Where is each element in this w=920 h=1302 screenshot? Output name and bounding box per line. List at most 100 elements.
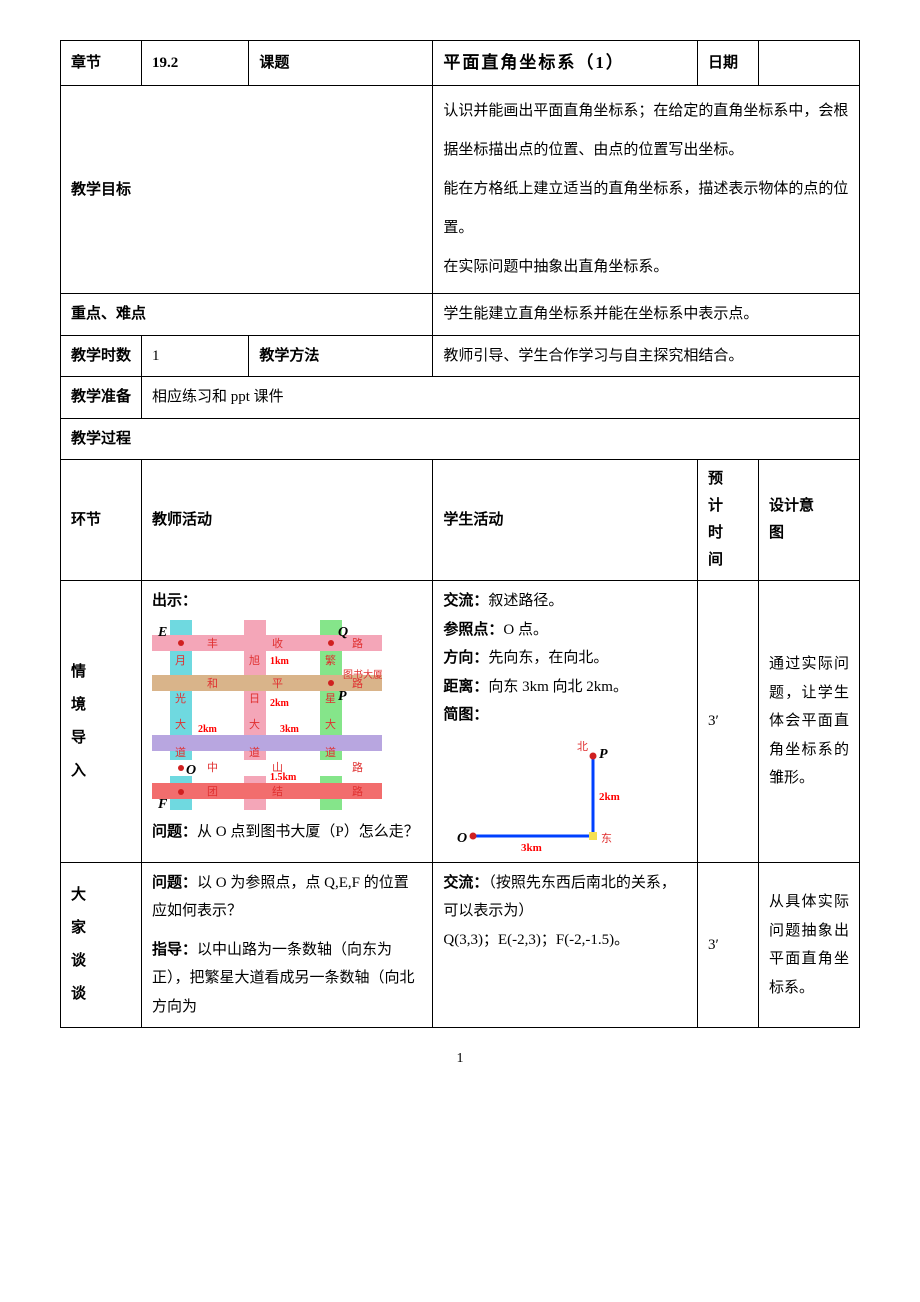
difficulty-text: 学生能建立直角坐标系并能在坐标系中表示点。 [433,294,860,336]
s1-sketch-label: 简图： [443,701,687,730]
svg-text:道: 道 [325,745,336,759]
svg-text:图书大厦: 图书大厦 [343,668,382,681]
header-row: 章节 19.2 课题 平面直角坐标系（1） 日期 [61,41,860,86]
page-number: 1 [60,1046,860,1073]
stage1-question: 问题：从 O 点到图书大厦（P）怎么走？ [152,818,422,847]
street-map: 丰收路 和平路 中山路 团结路 月光大道 旭日大道 繁星大道 1km 2km [152,620,422,810]
svg-text:2km: 2km [599,791,620,803]
svg-text:P: P [338,689,347,704]
chapter-label: 章节 [61,41,142,86]
method-label: 教学方法 [249,335,433,377]
svg-text:F: F [157,797,168,810]
period-row: 教学时数 1 教学方法 教师引导、学生合作学习与自主探究相结合。 [61,335,860,377]
svg-text:星: 星 [325,692,336,705]
stage1-teacher: 出示： 丰收路 和平路 中山路 [142,581,433,863]
s1-ref-label: 参照点： [443,622,503,638]
svg-text:道: 道 [249,745,260,759]
svg-text:丰: 丰 [207,637,218,650]
s1-dir-label: 方向： [443,650,488,666]
difficulty-label: 重点、难点 [61,294,433,336]
svg-text:大: 大 [175,717,186,731]
svg-text:E: E [157,625,167,640]
s2-ex-label: 交流： [443,875,488,891]
goals-text: 认识并能画出平面直角坐标系；在给定的直角坐标系中，会根据坐标描出点的位置、由点的… [433,86,860,294]
s1-ref-text: O 点。 [503,622,548,638]
svg-text:O: O [457,831,467,846]
topic-label: 课题 [249,41,433,86]
s2-coords: Q(3,3)；E(-2,3)；F(-2,-1.5)。 [443,926,687,955]
s1-dir-text: 先向东，在向北。 [488,650,608,666]
lesson-plan-table: 章节 19.2 课题 平面直角坐标系（1） 日期 教学目标 认识并能画出平面直角… [60,40,860,1028]
stage1-label: 情境导入 [61,581,142,863]
svg-text:路: 路 [352,761,363,774]
svg-text:繁: 繁 [325,653,336,667]
stage1-q-text: 从 O 点到图书大厦（P）怎么走？ [197,824,419,840]
svg-text:光: 光 [175,691,186,705]
svg-text:北: 北 [577,740,588,753]
stage1-design: 通过实际问题，让学生体会平面直角坐标系的雏形。 [759,581,860,863]
svg-text:收: 收 [272,636,283,650]
date-label: 日期 [698,41,759,86]
s2-g-label: 指导： [152,942,197,958]
col-design: 设计意图 [759,460,860,581]
topic-value: 平面直角坐标系（1） [433,41,698,86]
stage2-row: 大家谈谈 问题：以 O 为参照点，点 Q,E,F 的位置应如何表示？ 指导：以中… [61,862,860,1028]
svg-text:中: 中 [207,761,218,774]
period-label: 教学时数 [61,335,142,377]
svg-text:P: P [599,747,608,762]
s1-ex-label: 交流： [443,593,488,609]
stage1-row: 情境导入 出示： 丰收路 和平路 [61,581,860,863]
goal-line-2: 能在方格纸上建立适当的直角坐标系，描述表示物体的点的位置。 [443,170,849,248]
stage2-student: 交流：（按照先东西后南北的关系，可以表示为） Q(3,3)；E(-2,3)；F(… [433,862,698,1028]
svg-text:2km: 2km [270,698,290,709]
difficulty-row: 重点、难点 学生能建立直角坐标系并能在坐标系中表示点。 [61,294,860,336]
period-value: 1 [142,335,249,377]
svg-text:日: 日 [249,693,260,705]
col-time: 预计时间 [698,460,759,581]
svg-text:月: 月 [175,655,186,667]
goal-line-1: 认识并能画出平面直角坐标系；在给定的直角坐标系中，会根据坐标描出点的位置、由点的… [443,92,849,170]
svg-text:结: 结 [272,785,283,798]
chapter-value: 19.2 [142,41,249,86]
col-stage: 环节 [61,460,142,581]
prep-row: 教学准备 相应练习和 ppt 课件 [61,377,860,419]
goals-label: 教学目标 [61,86,433,294]
svg-text:大: 大 [249,717,260,731]
s1-dist-label: 距离： [443,679,488,695]
s2-q-label: 问题： [152,875,197,891]
goals-row: 教学目标 认识并能画出平面直角坐标系；在给定的直角坐标系中，会根据坐标描出点的位… [61,86,860,294]
stage2-design: 从具体实际问题抽象出平面直角坐标系。 [759,862,860,1028]
stage1-show: 出示： [152,587,422,616]
date-value [759,41,860,86]
svg-text:道: 道 [175,745,186,759]
svg-text:大: 大 [325,717,336,731]
prep-text: 相应练习和 ppt 课件 [142,377,860,419]
svg-text:Q: Q [338,625,348,640]
stage2-teacher: 问题：以 O 为参照点，点 Q,E,F 的位置应如何表示？ 指导：以中山路为一条… [142,862,433,1028]
s1-dist-text: 向东 3km 向北 2km。 [488,679,628,695]
col-student: 学生活动 [433,460,698,581]
simple-map-svg: O 东 P 北 2km 3km [443,736,643,856]
svg-text:团: 团 [207,785,218,798]
svg-text:路: 路 [352,637,363,650]
stage1-q-label: 问题： [152,824,197,840]
svg-text:平: 平 [272,678,283,690]
svg-text:旭: 旭 [249,653,260,667]
svg-text:2km: 2km [198,724,218,735]
process-title: 教学过程 [61,418,860,460]
svg-text:东: 东 [601,832,612,845]
svg-text:3km: 3km [521,842,542,854]
svg-text:和: 和 [207,677,218,690]
stage1-time: 3′ [698,581,759,863]
goal-line-3: 在实际问题中抽象出直角坐标系。 [443,248,849,287]
svg-text:路: 路 [352,785,363,798]
svg-text:1.5km: 1.5km [270,772,297,783]
svg-text:1km: 1km [270,656,290,667]
stage2-time: 3′ [698,862,759,1028]
process-header-row: 环节 教师活动 学生活动 预计时间 设计意图 [61,460,860,581]
simple-map: O 东 P 北 2km 3km [443,736,687,856]
stage2-label: 大家谈谈 [61,862,142,1028]
process-title-row: 教学过程 [61,418,860,460]
svg-text:3km: 3km [280,724,300,735]
street-map-svg: 丰收路 和平路 中山路 团结路 月光大道 旭日大道 繁星大道 1km 2km [152,620,382,810]
